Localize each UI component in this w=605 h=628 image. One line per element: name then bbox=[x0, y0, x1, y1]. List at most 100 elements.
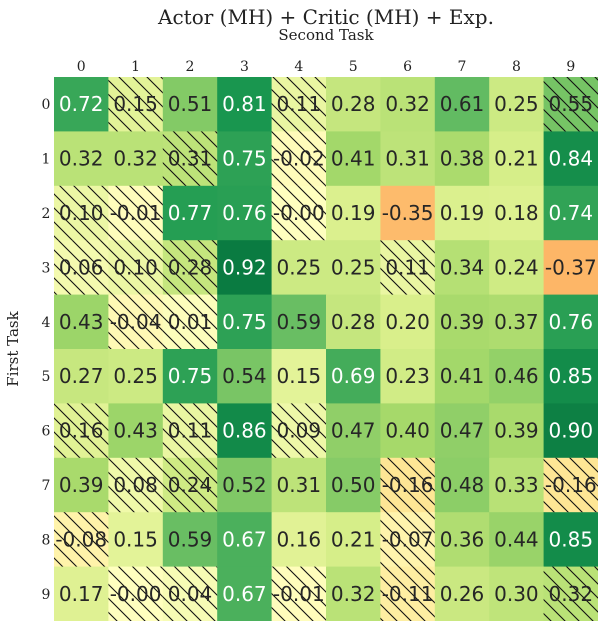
hatch-overlay bbox=[271, 131, 326, 186]
cell-value-label: 0.46 bbox=[494, 364, 539, 388]
y-tick-label: 0 bbox=[42, 97, 51, 113]
heatmap-cell bbox=[434, 294, 490, 350]
cell-value-label: 0.25 bbox=[113, 364, 158, 388]
cell-value-label: -0.08 bbox=[55, 527, 107, 551]
heatmap-cell bbox=[271, 294, 327, 350]
heatmap-cell bbox=[271, 349, 327, 404]
cell-value-label: 0.20 bbox=[385, 310, 430, 334]
y-tick-label: 4 bbox=[42, 315, 51, 331]
heatmap-cell bbox=[326, 240, 381, 296]
heatmap-cell bbox=[434, 403, 490, 459]
cell-value-label: 0.74 bbox=[549, 201, 594, 225]
hatch-overlay bbox=[271, 566, 326, 621]
heatmap-cell bbox=[434, 131, 490, 187]
y-tick-label: 8 bbox=[42, 532, 51, 548]
cell-value-label: 0.72 bbox=[59, 92, 104, 116]
x-tick-label: 5 bbox=[349, 59, 358, 75]
hatch-overlay bbox=[380, 512, 435, 567]
hatch-overlay bbox=[108, 185, 163, 241]
hatch-overlay bbox=[380, 566, 435, 621]
heatmap-cell bbox=[217, 185, 273, 241]
hatch-overlay bbox=[162, 403, 218, 458]
cell-value-label: 0.75 bbox=[168, 364, 213, 388]
heatmap-cell bbox=[217, 566, 273, 621]
heatmap-cell bbox=[543, 131, 598, 187]
cell-value-label: 0.43 bbox=[113, 419, 158, 443]
heatmap-cell bbox=[489, 240, 545, 296]
hatch-overlay bbox=[54, 403, 109, 458]
cell-value-label: 0.67 bbox=[222, 582, 267, 606]
cell-value-label: 0.41 bbox=[331, 147, 376, 171]
cell-value-label: -0.37 bbox=[545, 255, 597, 279]
heatmap-cell bbox=[271, 240, 327, 296]
heatmap-cell bbox=[434, 240, 490, 296]
cell-value-label: 0.16 bbox=[59, 419, 104, 443]
heatmap-cell bbox=[108, 131, 164, 187]
cell-value-label: 0.24 bbox=[494, 255, 539, 279]
heatmap-cell bbox=[326, 403, 381, 459]
x-axis-label: Second Task bbox=[278, 26, 374, 44]
cell-value-label: -0.35 bbox=[382, 201, 434, 225]
cell-value-label: 0.28 bbox=[331, 310, 376, 334]
cell-value-label: 0.27 bbox=[59, 364, 104, 388]
hatch-overlay bbox=[380, 240, 435, 295]
cell-value-label: 0.67 bbox=[222, 527, 267, 551]
heatmap-cell bbox=[434, 349, 490, 404]
heatmap-cell bbox=[326, 349, 381, 404]
hatch-overlay bbox=[271, 403, 326, 458]
cell-value-label: 0.30 bbox=[494, 582, 539, 606]
heatmap-cell bbox=[162, 349, 218, 404]
x-tick-label: 2 bbox=[186, 59, 195, 75]
heatmap-cell bbox=[162, 512, 218, 568]
heatmap-cell bbox=[54, 566, 109, 621]
chart-title: Actor (MH) + Critic (MH) + Exp. bbox=[157, 5, 494, 29]
heatmap-cell bbox=[543, 240, 598, 296]
cell-value-label: 0.41 bbox=[440, 364, 485, 388]
cell-value-label: 0.32 bbox=[113, 147, 158, 171]
x-tick-label: 9 bbox=[566, 59, 575, 75]
cell-value-label: 0.11 bbox=[168, 419, 213, 443]
y-tick-labels: 0 1 2 3 4 5 6 7 8 9 bbox=[42, 97, 51, 603]
cell-value-label: 0.40 bbox=[385, 419, 430, 443]
x-tick-labels: 0 1 2 3 4 5 6 7 8 9 bbox=[77, 59, 576, 75]
hatch-overlay bbox=[108, 77, 163, 132]
cell-value-label: 0.51 bbox=[168, 92, 213, 116]
heatmap-cell bbox=[434, 457, 490, 513]
cell-value-label: -0.01 bbox=[110, 201, 162, 225]
cell-value-label: 0.25 bbox=[494, 92, 539, 116]
cell-value-label: 0.31 bbox=[168, 147, 213, 171]
hatch-overlays bbox=[54, 77, 598, 621]
cell-value-label: 0.28 bbox=[168, 255, 213, 279]
heatmap-cell bbox=[489, 349, 545, 404]
cell-value-label: 0.52 bbox=[222, 473, 267, 497]
y-tick-label: 6 bbox=[42, 424, 51, 440]
cell-value-label: 0.39 bbox=[440, 310, 485, 334]
hatch-overlay bbox=[108, 240, 163, 295]
cell-value-label: -0.01 bbox=[273, 582, 325, 606]
cell-value-label: 0.59 bbox=[168, 527, 213, 551]
cell-value-label: 0.11 bbox=[385, 255, 430, 279]
cell-value-label: 0.04 bbox=[168, 582, 213, 606]
cell-value-label: -0.00 bbox=[273, 201, 325, 225]
cell-value-label: 0.16 bbox=[277, 527, 322, 551]
cell-value-label: 0.15 bbox=[113, 92, 158, 116]
heatmap-cell bbox=[326, 512, 381, 568]
heatmap-cell bbox=[489, 512, 545, 568]
cell-value-label: 0.01 bbox=[168, 310, 213, 334]
cell-value-label: 0.54 bbox=[222, 364, 267, 388]
cell-value-label: 0.32 bbox=[331, 582, 376, 606]
cell-value-label: 0.48 bbox=[440, 473, 485, 497]
heatmap-cell bbox=[380, 77, 436, 132]
hatch-overlay bbox=[162, 131, 218, 186]
cell-value-label: 0.75 bbox=[222, 310, 267, 334]
cell-value-label: 0.25 bbox=[277, 255, 322, 279]
heatmap-cell bbox=[543, 185, 598, 241]
heatmap-cell bbox=[434, 185, 490, 241]
cell-value-label: 0.28 bbox=[331, 92, 376, 116]
cell-value-label: 0.92 bbox=[222, 255, 267, 279]
heatmap-cell bbox=[54, 131, 109, 187]
hatch-overlay bbox=[54, 512, 109, 567]
cell-value-label: 0.85 bbox=[549, 364, 594, 388]
cell-value-label: 0.10 bbox=[113, 255, 158, 279]
cell-value-label: 0.81 bbox=[222, 92, 267, 116]
